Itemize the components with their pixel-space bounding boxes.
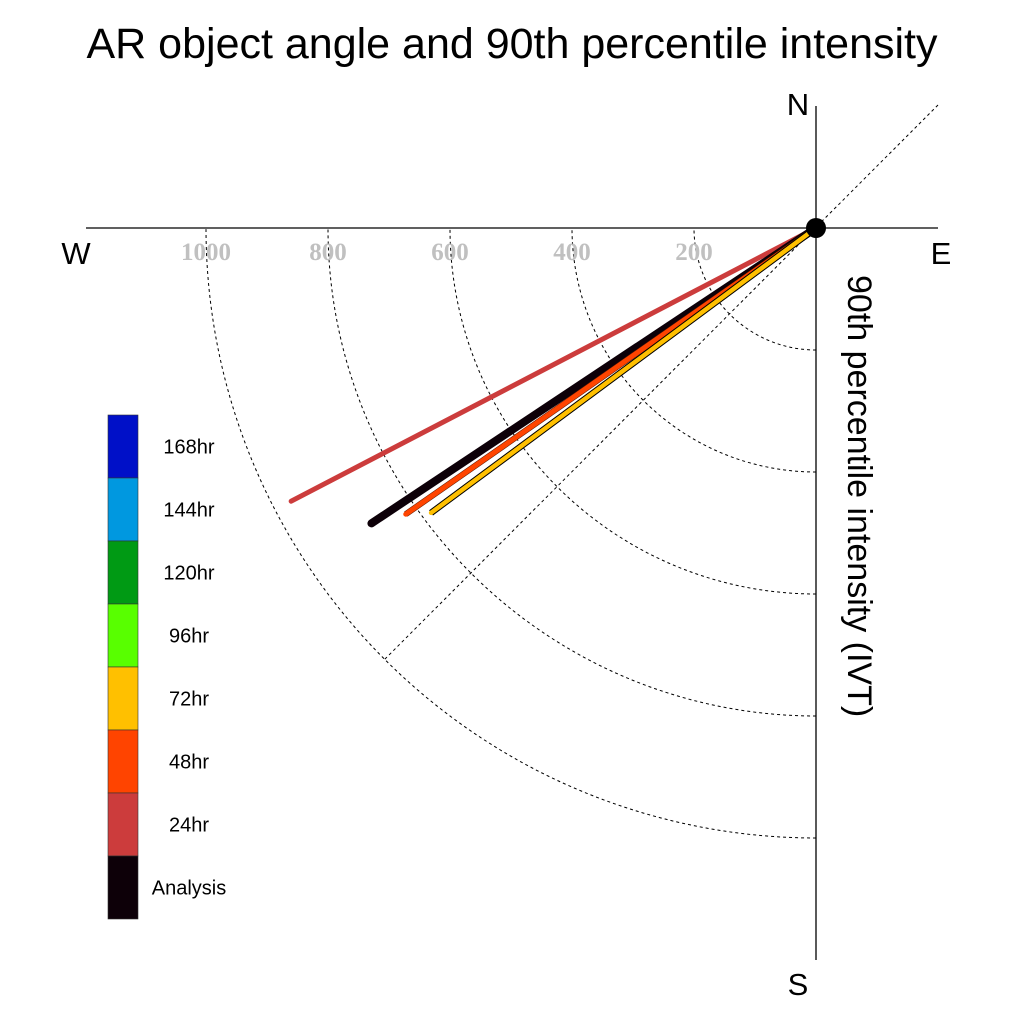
legend-swatch-96hr bbox=[107, 603, 139, 668]
legend-label-144hr: 144hr bbox=[163, 500, 214, 522]
compass-south: S bbox=[788, 967, 809, 1002]
tick-label-600: 600 bbox=[431, 239, 469, 266]
compass-west: W bbox=[61, 236, 91, 271]
ring-600 bbox=[449, 227, 817, 595]
legend-swatch-168hr bbox=[107, 414, 139, 479]
legend-label-72hr: 72hr bbox=[169, 689, 209, 711]
legend-label-analysis: Analysis bbox=[152, 878, 226, 900]
tick-label-800: 800 bbox=[309, 239, 347, 266]
vector-series bbox=[288, 224, 820, 528]
origin-marker bbox=[806, 218, 826, 238]
intensity-axis-label: 90th percentile intensity (IVT) bbox=[840, 275, 878, 717]
diagonal-guide bbox=[384, 104, 939, 660]
ring-800 bbox=[327, 227, 817, 717]
legend-swatch-144hr bbox=[107, 477, 139, 542]
vector-72hr bbox=[428, 225, 819, 516]
vector-24hr bbox=[288, 225, 819, 504]
legend-swatch-120hr bbox=[107, 540, 139, 605]
legend-swatch-24hr bbox=[107, 792, 139, 857]
legend-label-120hr: 120hr bbox=[163, 563, 214, 585]
ring-400 bbox=[571, 227, 817, 473]
tick-label-400: 400 bbox=[553, 239, 591, 266]
legend: 168hr 144hr 120hr 96hr 72hr 48hr 24hr Analysis bbox=[107, 414, 226, 920]
legend-label-48hr: 48hr bbox=[169, 752, 209, 774]
polar-grid bbox=[205, 104, 939, 839]
legend-label-168hr: 168hr bbox=[163, 437, 214, 459]
legend-label-24hr: 24hr bbox=[169, 815, 209, 837]
tick-label-1000: 1000 bbox=[181, 239, 231, 266]
chart-title: AR object angle and 90th percentile inte… bbox=[87, 20, 938, 68]
legend-swatch-analysis bbox=[107, 855, 139, 920]
radial-tick-labels: 1000 800 600 400 200 bbox=[181, 239, 713, 266]
compass-east: E bbox=[931, 236, 952, 271]
legend-swatch-48hr bbox=[107, 729, 139, 794]
ring-1000 bbox=[205, 227, 817, 839]
tick-label-200: 200 bbox=[675, 239, 713, 266]
legend-label-96hr: 96hr bbox=[169, 626, 209, 648]
ring-200 bbox=[693, 227, 817, 351]
legend-swatch-72hr bbox=[107, 666, 139, 731]
compass-north: N bbox=[787, 87, 809, 122]
